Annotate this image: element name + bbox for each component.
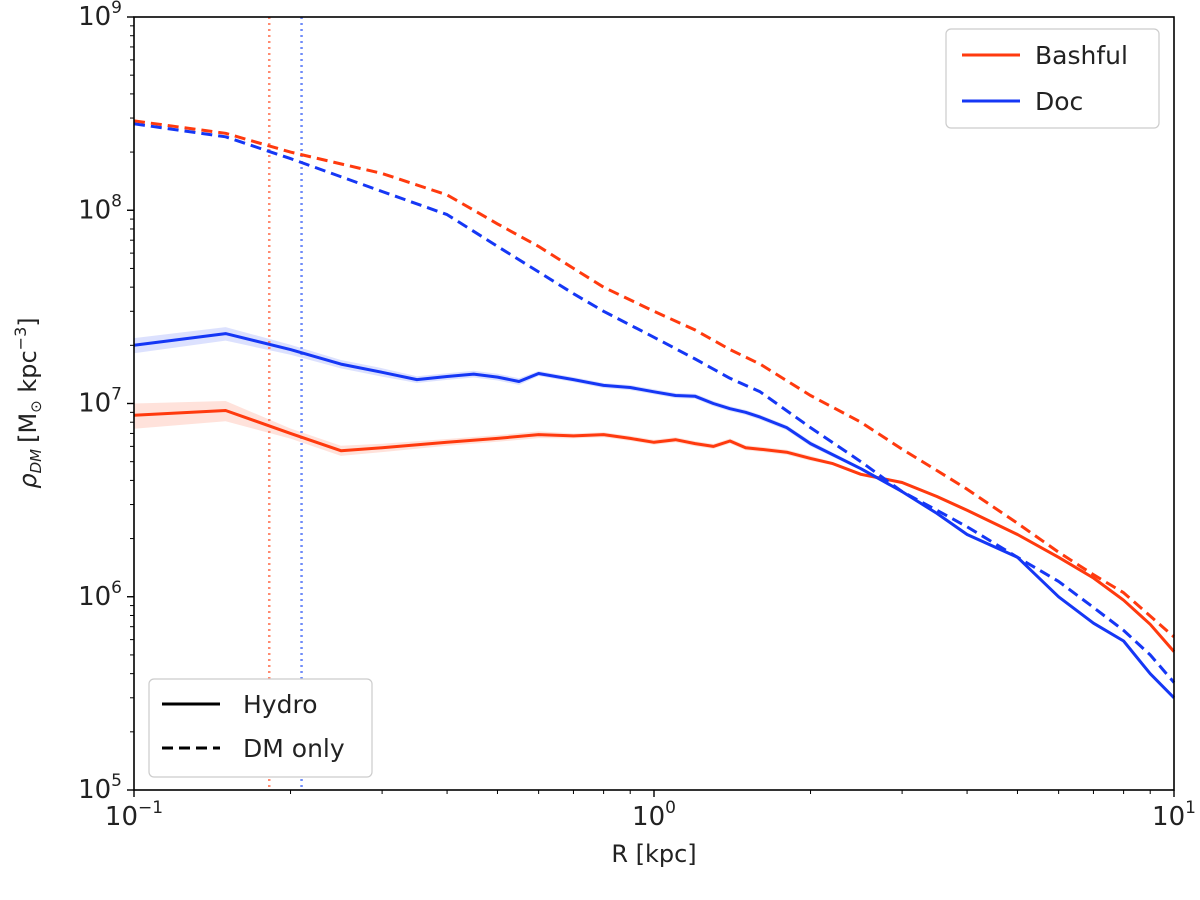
legend-bashful-label: Bashful bbox=[1035, 41, 1128, 70]
x-axis-label: R [kpc] bbox=[611, 840, 696, 868]
y-label-open: [M bbox=[14, 413, 42, 443]
legend-doc-label: Doc bbox=[1035, 87, 1083, 116]
y-tick-label: 106 bbox=[78, 578, 122, 612]
x-tick-label: 100 bbox=[632, 798, 676, 832]
y-axis-label: ρDM [M⊙ kpc−3] bbox=[11, 317, 45, 488]
legend-dm-only-label: DM only bbox=[243, 734, 345, 763]
series-doc-hydro bbox=[133, 332, 1176, 699]
y-tick-label: 107 bbox=[78, 385, 122, 419]
legend-colors: Bashful Doc bbox=[945, 28, 1160, 129]
y-tick-label: 109 bbox=[78, 0, 122, 32]
x-tick-label: 10−1 bbox=[105, 798, 163, 832]
legend-styles: Hydro DM only bbox=[148, 678, 373, 778]
y-label-subscript: DM bbox=[27, 449, 45, 474]
legend-hydro-label: Hydro bbox=[243, 690, 318, 719]
y-label-mid: kpc bbox=[14, 350, 42, 400]
y-tick-label: 105 bbox=[78, 771, 122, 805]
y-label-symbol: ρ bbox=[14, 473, 42, 488]
y-label-close: ] bbox=[14, 317, 42, 326]
y-tick-label: 108 bbox=[78, 191, 122, 225]
series-bashful-hydro bbox=[133, 409, 1176, 653]
y-label-sun: ⊙ bbox=[27, 400, 45, 413]
series-lines bbox=[133, 119, 1176, 699]
x-tick-label: 101 bbox=[1152, 798, 1196, 832]
axis-ticks: 10−1 100 101 105 106 107 108 109 bbox=[78, 0, 1196, 832]
series-bashful-dm-only bbox=[133, 119, 1175, 639]
series-doc-dm-only bbox=[133, 122, 1176, 684]
y-label-exp: −3 bbox=[11, 327, 30, 351]
